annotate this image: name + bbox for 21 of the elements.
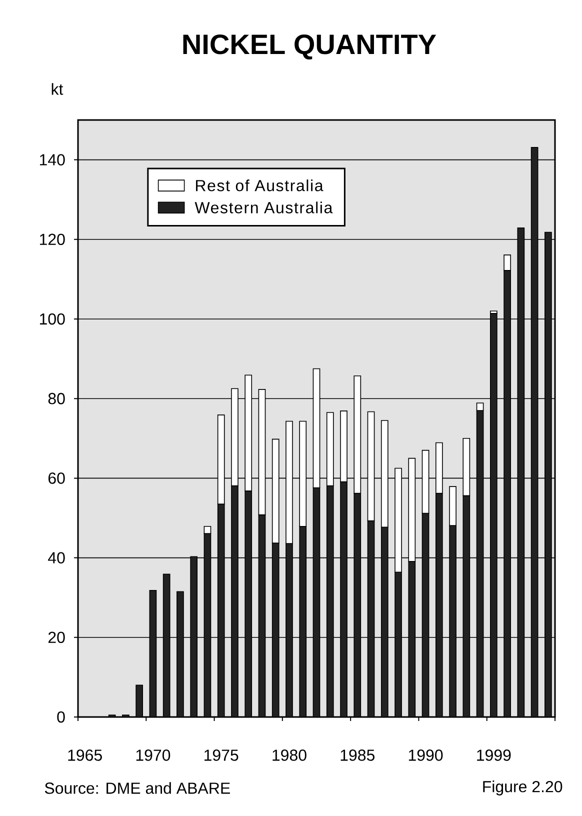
legend-label: Rest of Australia xyxy=(196,180,324,192)
caption: Figure 2.20 xyxy=(483,780,562,796)
x-tick-label: 1999 xyxy=(477,750,511,761)
y-tick-label: 120 xyxy=(40,234,65,246)
x-tick-label: 1970 xyxy=(136,750,170,761)
y-tick-label: 20 xyxy=(48,632,65,644)
x-tick-label: 1990 xyxy=(408,750,443,761)
source-note: Source: DME and ABARE xyxy=(44,782,230,794)
y-tick-label: 140 xyxy=(40,154,65,166)
y-axis-title: kt xyxy=(52,83,64,95)
x-tick-label: 1985 xyxy=(340,750,374,761)
y-tick-label: 0 xyxy=(57,711,65,723)
y-tick-label: 80 xyxy=(48,392,65,404)
y-tick-label: 100 xyxy=(40,313,65,325)
x-tick-label: 1975 xyxy=(204,750,238,761)
x-tick-label: 1965 xyxy=(68,750,102,761)
y-tick-label: 40 xyxy=(48,552,65,564)
x-tick-label: 1980 xyxy=(272,750,306,761)
legend-label: Western Australia xyxy=(194,202,333,214)
y-tick-label: 60 xyxy=(48,472,65,484)
chart-title: NICKEL QUANTITY xyxy=(183,34,436,60)
